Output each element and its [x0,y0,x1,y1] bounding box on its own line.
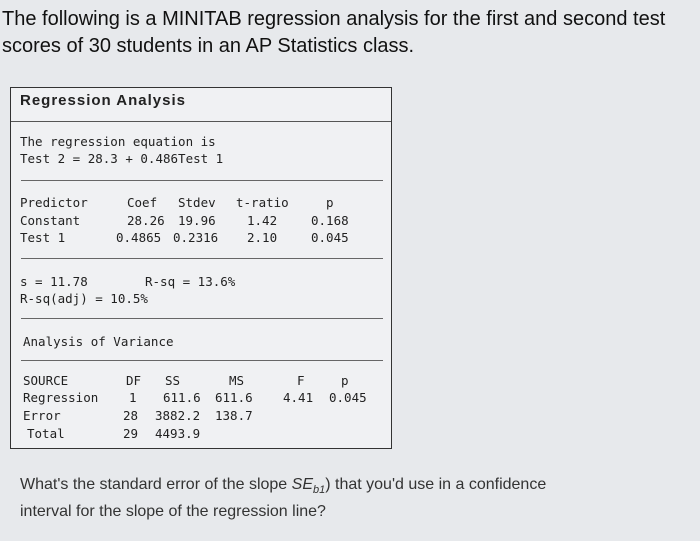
coef-row-test1-coef: 0.4865 [116,230,162,245]
anova-row-regression-ss: 611.6 [163,390,201,405]
question-text: What's the standard error of the slope S… [20,474,690,523]
s-value: s = 11.78 [20,274,88,289]
box-header: Regression Analysis [11,88,391,122]
question-part-1: What's the standard error of the slope [20,476,292,493]
coef-row-constant-stdev: 19.96 [178,213,216,228]
anova-row-total-ss: 4493.9 [155,426,201,441]
coef-row-test1-predictor: Test 1 [20,230,66,245]
rsq-adj-value: R-sq(adj) = 10.5% [20,291,148,306]
coef-row-test1-p: 0.045 [311,230,349,245]
anova-header-p: p [341,373,349,388]
question-line-2: interval for the slope of the regression… [20,503,326,521]
minitab-output-box: Regression Analysis The regression equat… [10,87,392,449]
anova-row-error-source: Error [23,408,61,423]
anova-header-ss: SS [165,373,181,388]
coef-header-predictor: Predictor [20,195,88,210]
rsq-value: R-sq = 13.6% [145,274,236,289]
anova-row-regression-source: Regression [23,390,99,405]
anova-header-df: DF [126,373,142,388]
intro-line-2: scores of 30 students in an AP Statistic… [2,35,415,57]
coef-row-test1-stdev: 0.2316 [173,230,219,245]
box-title: Regression Analysis [20,92,187,109]
anova-header-f: F [297,373,305,388]
se-subscript: b1 [312,484,326,497]
coef-header-tratio: t-ratio [236,195,289,210]
intro-text: The following is a MINITAB regression an… [2,6,698,60]
anova-row-regression-ms: 611.6 [215,390,253,405]
se-symbol: SE [291,476,313,493]
anova-row-error-ss: 3882.2 [155,408,201,423]
coef-row-constant-coef: 28.26 [127,213,165,228]
question-part-2: ) that you'd use in a confidence [325,476,547,493]
anova-header-ms: MS [229,373,245,388]
section-divider-3 [21,318,383,319]
equation-intro: The regression equation is [20,134,216,149]
coef-row-test1-tratio: 2.10 [247,230,278,245]
anova-title: Analysis of Variance [23,334,174,349]
anova-row-total-source: Total [27,426,65,441]
anova-row-error-ms: 138.7 [215,408,253,423]
anova-row-total-df: 29 [123,426,139,441]
coef-header-coef: Coef [127,195,158,210]
anova-row-error-df: 28 [123,408,139,423]
section-divider-1 [21,180,383,181]
coef-row-constant-p: 0.168 [311,213,349,228]
question-line-1: What's the standard error of the slope S… [20,474,690,501]
coef-header-stdev: Stdev [178,195,216,210]
coef-row-constant-tratio: 1.42 [247,213,278,228]
anova-row-regression-p: 0.045 [329,390,367,405]
anova-row-regression-f: 4.41 [283,390,314,405]
section-divider-4 [21,360,383,361]
coef-header-p: p [326,195,334,210]
regression-equation: Test 2 = 28.3 + 0.486Test 1 [20,151,224,166]
anova-header-source: SOURCE [23,373,69,388]
coef-row-constant-predictor: Constant [20,213,81,228]
section-divider-2 [21,258,383,259]
intro-line-1: The following is a MINITAB regression an… [2,8,666,30]
anova-row-regression-df: 1 [129,390,137,405]
